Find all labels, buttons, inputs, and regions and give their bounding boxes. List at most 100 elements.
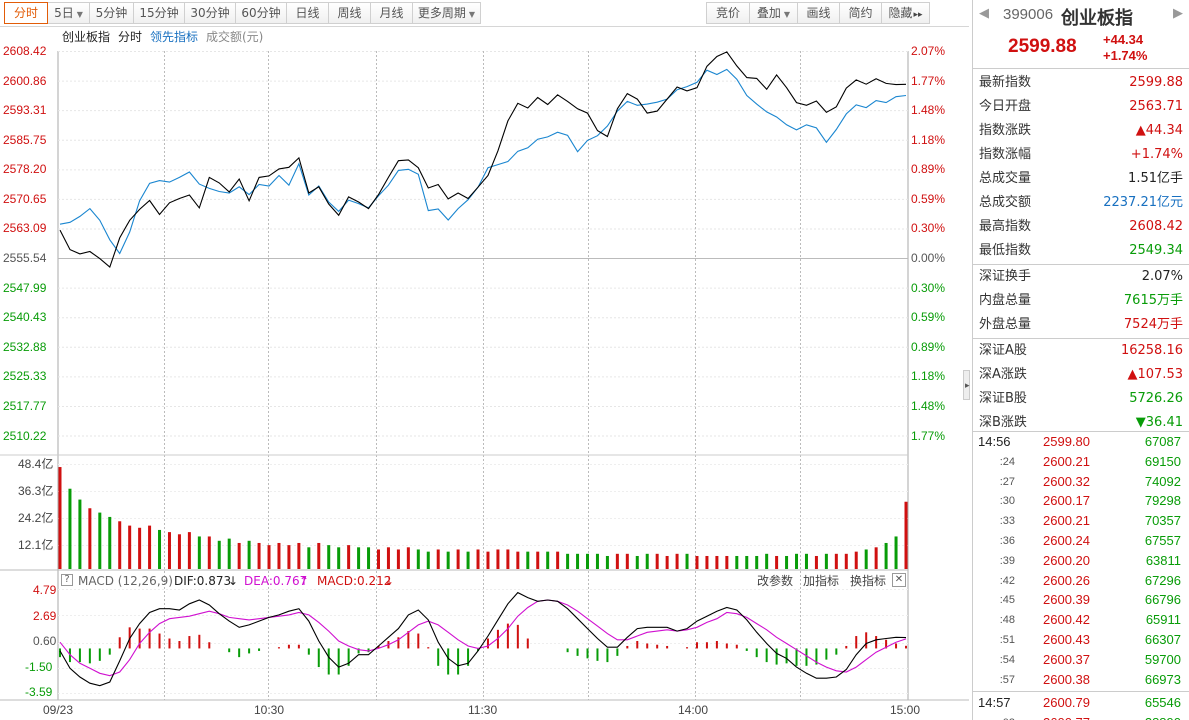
price-axis-label: 2517.77 <box>3 398 47 413</box>
macd-axis-label: 4.79 <box>33 583 57 597</box>
close-indicator-icon[interactable]: ✕ <box>892 573 906 587</box>
volume-bar <box>307 547 311 569</box>
volume-axis-label: 12.1亿 <box>18 538 54 552</box>
macd-histogram-bar <box>297 644 300 649</box>
stat-label: 外盘总量 <box>979 317 1032 332</box>
tick-price: 2600.77 <box>1043 713 1090 720</box>
panel-collapse-handle[interactable]: ▸ <box>963 370 970 400</box>
pct-axis-label: 0.89% <box>911 339 946 354</box>
toolbar-button-label: 15分钟 <box>139 6 179 20</box>
volume-bar <box>506 549 510 569</box>
time-axis-label: 09/23 <box>43 703 74 717</box>
macd-histogram-bar <box>407 631 410 649</box>
toolbar-button-9[interactable]: 更多周期 ▼ <box>413 2 481 24</box>
stat-label: 指数涨幅 <box>979 147 1032 162</box>
tick-row: :42 2600.26 67296 <box>973 571 1189 591</box>
toolbar-right-button-0[interactable]: 竞价 <box>706 2 750 24</box>
volume-bar <box>357 547 361 569</box>
swap-indicator-button[interactable]: 换指标 <box>850 574 887 588</box>
stat-value: +1.74% <box>1130 147 1183 162</box>
lead-indicator-label[interactable]: 领先指标 <box>150 30 199 44</box>
tick-volume: 28890 <box>1145 713 1181 720</box>
pct-axis-label: 1.18% <box>911 369 946 384</box>
stat-label: 今日开盘 <box>979 99 1032 114</box>
volume-bar <box>158 529 162 569</box>
volume-bar <box>386 547 390 569</box>
prev-stock-icon[interactable]: ◀ <box>979 6 989 21</box>
edit-params-button[interactable]: 改参数 <box>757 574 794 588</box>
stat-label: 内盘总量 <box>979 293 1032 308</box>
stat-value: ▲107.53 <box>1127 367 1184 382</box>
toolbar-button-1[interactable]: 5日 ▼ <box>48 2 90 24</box>
quote-panel: ◀ 399006 创业板指 ▶ 2599.88 +44.34 +1.74% 最新… <box>972 0 1189 720</box>
pct-axis-label: 1.48% <box>911 103 946 118</box>
toolbar-button-5[interactable]: 60分钟 <box>236 2 287 24</box>
tick-price: 2600.24 <box>1043 533 1090 548</box>
toolbar-button-2[interactable]: 5分钟 <box>90 2 134 24</box>
tick-price: 2600.39 <box>1043 592 1090 608</box>
macd-axis-label: -3.59 <box>25 685 53 699</box>
macd-histogram-bar <box>905 645 907 649</box>
volume-bar <box>844 553 848 569</box>
macd-histogram-bar <box>656 644 659 649</box>
toolbar-button-7[interactable]: 周线 <box>329 2 371 24</box>
toolbar-button-8[interactable]: 月线 <box>371 2 413 24</box>
volume-bar <box>516 551 520 569</box>
toolbar-button-6[interactable]: 日线 <box>287 2 329 24</box>
help-icon[interactable]: ? <box>61 574 73 586</box>
toolbar-button-label: 月线 <box>379 6 404 20</box>
macd-histogram-bar <box>78 648 81 663</box>
tick-row: 14:56 2599.80 67087 <box>973 432 1189 452</box>
tick-price: 2600.43 <box>1043 632 1090 647</box>
toolbar-button-label: 更多周期 <box>417 6 466 20</box>
volume-bar <box>347 545 351 569</box>
stat-value: 5726.26 <box>1129 391 1183 406</box>
tick-volume: 65911 <box>1145 612 1181 628</box>
pct-axis-label: 1.48% <box>911 398 946 413</box>
toolbar-right-button-3[interactable]: 简约 <box>840 2 882 24</box>
tick-time: 14:56 <box>978 434 1011 449</box>
toolbar-right-button-4[interactable]: 隐藏▸▸ <box>882 2 930 24</box>
stat-label: 深B涨跌 <box>979 415 1027 430</box>
macd-histogram-bar <box>805 648 808 666</box>
tick-price: 2600.21 <box>1043 513 1090 529</box>
macd-histogram-bar <box>417 633 420 649</box>
pct-axis-label: 0.59% <box>911 191 946 206</box>
stat-row: 指数涨幅 +1.74% <box>973 143 1189 167</box>
price-change: +44.34 <box>1103 32 1144 47</box>
price-line <box>59 51 907 269</box>
macd-histogram-bar <box>686 647 689 649</box>
toolbar-button-3[interactable]: 15分钟 <box>134 2 185 24</box>
macd-histogram-bar <box>705 642 708 649</box>
pct-axis-label: 1.77% <box>911 73 946 88</box>
tick-price: 2599.80 <box>1043 434 1090 449</box>
macd-histogram-bar <box>467 648 470 666</box>
pct-axis-label: 0.59% <box>911 310 946 325</box>
price-change-pct: +1.74% <box>1103 48 1148 63</box>
toolbar-button-label: 竞价 <box>715 6 740 20</box>
macd-axis-label: 0.60 <box>33 634 57 648</box>
volume-bar <box>217 540 221 569</box>
macd-histogram-bar <box>606 648 609 663</box>
toolbar-button-0[interactable]: 分时 <box>4 2 48 24</box>
stat-value: 2.07% <box>1141 269 1183 284</box>
tick-time: :30 <box>999 495 1015 508</box>
macd-axis-label: 2.69 <box>33 608 57 623</box>
macd-arrow-down-icon: ↓ <box>384 574 395 588</box>
volume-bar <box>695 555 699 569</box>
tick-row: :24 2600.21 69150 <box>973 452 1189 472</box>
macd-histogram-bar <box>317 648 320 668</box>
volume-bar <box>247 540 251 569</box>
macd-histogram-bar <box>248 648 251 654</box>
price-axis-label: 2570.65 <box>3 191 47 206</box>
volume-bar <box>138 527 142 569</box>
volume-bar <box>486 551 490 569</box>
macd-histogram-bar <box>815 648 818 665</box>
add-indicator-button[interactable]: 加指标 <box>803 574 840 588</box>
toolbar-button-4[interactable]: 30分钟 <box>185 2 236 24</box>
toolbar-right-button-2[interactable]: 画线 <box>798 2 840 24</box>
macd-histogram-bar <box>526 638 529 649</box>
next-stock-icon[interactable]: ▶ <box>1173 6 1183 21</box>
stat-label: 最新指数 <box>979 75 1032 90</box>
toolbar-right-button-1[interactable]: 叠加 ▼ <box>750 2 798 24</box>
